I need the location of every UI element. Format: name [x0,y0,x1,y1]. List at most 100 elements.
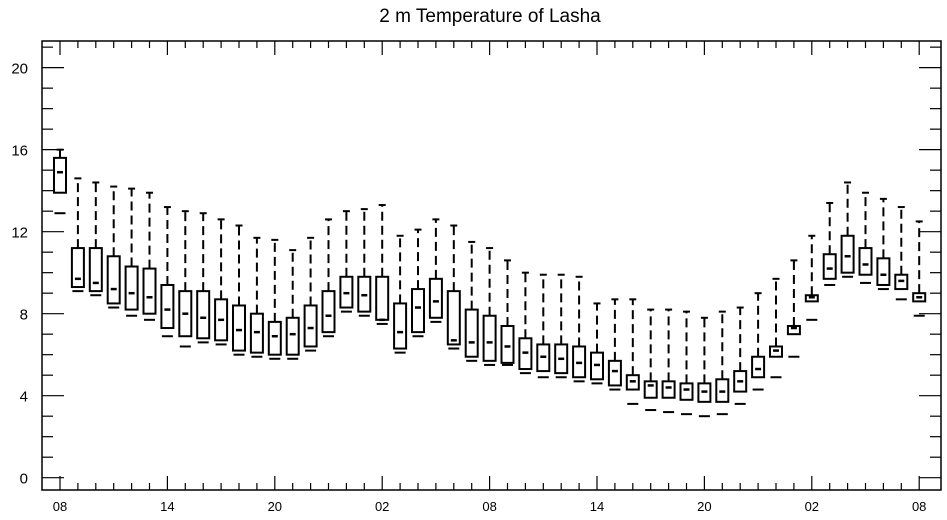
box-iqr [375,275,390,321]
box-iqr [643,380,658,399]
box-iqr [482,314,497,362]
box-item [178,210,193,348]
x-tick-label: 14 [160,499,174,514]
box-iqr [858,247,873,276]
box-iqr [285,316,300,356]
box-item [214,218,229,346]
box-iqr [303,304,318,348]
x-tick-label: 20 [268,499,282,514]
box-item [482,247,497,366]
box-iqr [786,324,801,336]
box-item [160,206,175,338]
box-item [53,148,67,215]
box-item [267,238,282,360]
box-item [625,298,640,405]
box-item [500,259,515,366]
box-item [339,210,354,313]
box-item [858,191,873,284]
box-item [446,224,461,350]
box-item [554,273,569,379]
box-iqr [321,290,336,334]
box-item [142,191,157,321]
box-item [303,236,318,352]
box-iqr [142,267,157,315]
box-iqr [70,247,85,289]
box-item [786,259,801,358]
box-iqr [124,265,139,311]
box-iqr [661,380,676,399]
box-iqr [267,320,282,356]
box-iqr [751,355,766,379]
x-tick-label: 08 [482,499,496,514]
box-item [70,177,85,293]
box-series [53,148,927,418]
plot-frame [41,40,942,491]
box-item [357,208,372,317]
box-iqr [88,247,103,293]
box-iqr [232,304,246,352]
box-item [321,218,336,338]
box-item [894,206,909,301]
box-item [572,275,587,383]
box-item [590,302,604,385]
chart-title: 2 m Temperature of Lasha [379,6,601,27]
x-tick-label: 02 [375,499,389,514]
y-tick-label: 12 [11,225,28,242]
box-iqr [160,283,175,330]
box-iqr [500,324,515,364]
box-iqr [411,288,425,334]
box-item [464,240,479,362]
box-item [697,316,712,418]
box-iqr [822,253,837,280]
box-iqr [840,234,855,274]
box-iqr [196,290,211,340]
box-item [607,298,622,391]
box-iqr [876,257,891,286]
box-item [411,228,425,338]
x-tick-label: 20 [697,499,711,514]
box-item [643,308,658,412]
box-item [375,204,390,325]
x-tick-label: 14 [590,499,604,514]
box-item [428,218,443,323]
box-item [822,201,837,286]
box-item [232,224,246,356]
box-item [661,308,676,414]
x-axis: 08 14 20 02 08 14 20 02 08 [53,41,926,514]
box-item [912,220,927,317]
y-tick-label: 8 [20,307,28,324]
box-item [124,187,139,317]
box-item [679,310,694,416]
x-tick-label: 02 [805,499,819,514]
y-axis: 0 4 8 12 16 20 [11,46,941,488]
box-iqr [53,156,67,194]
box-item [196,212,211,344]
box-item [285,249,300,360]
box-iqr [607,359,622,387]
box-item [393,234,408,354]
box-item [769,277,783,379]
box-item [751,292,766,391]
y-tick-label: 0 [20,471,28,488]
box-item [804,234,819,321]
box-iqr [464,308,479,358]
x-tick-label: 08 [53,499,67,514]
y-tick-label: 4 [20,389,28,406]
box-iqr [679,382,694,401]
box-iqr [446,290,461,346]
box-iqr [393,302,408,350]
box-item [840,181,855,278]
box-iqr [106,255,121,305]
x-tick-label: 08 [912,499,926,514]
box-item [106,185,121,309]
box-iqr [428,277,443,319]
y-tick-label: 16 [11,143,28,160]
box-item [518,271,533,375]
box-item [876,197,891,291]
box-item [715,310,730,416]
box-item [88,181,103,297]
box-item [249,236,264,358]
box-item [733,306,748,405]
y-tick-label: 20 [11,61,28,78]
